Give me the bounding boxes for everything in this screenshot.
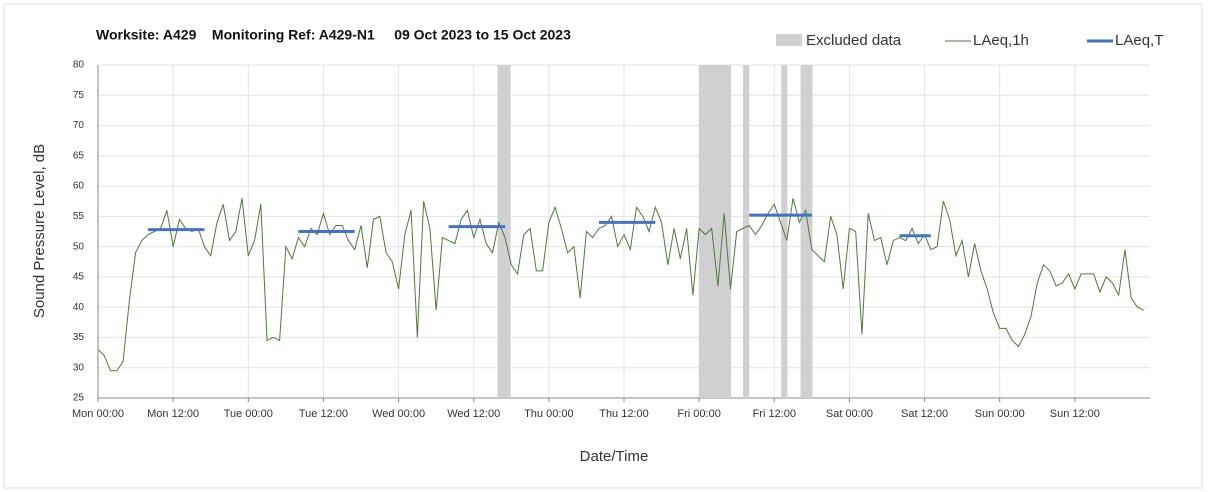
y-tick-label: 65 bbox=[73, 150, 85, 161]
chart-title: Worksite: A429 Monitoring Ref: A429-N1 0… bbox=[96, 27, 571, 43]
x-tick-label: Sat 00:00 bbox=[826, 408, 873, 420]
excluded-band bbox=[742, 65, 750, 398]
x-tick-label: Thu 12:00 bbox=[599, 408, 649, 420]
excluded-band bbox=[781, 65, 788, 398]
y-tick-label: 75 bbox=[73, 90, 85, 101]
frame bbox=[3, 3, 1203, 489]
y-tick-label: 60 bbox=[73, 181, 85, 192]
x-tick-label: Tue 12:00 bbox=[299, 408, 348, 420]
legend-label: LAeq,T bbox=[1115, 32, 1163, 49]
legend-swatch bbox=[776, 34, 802, 46]
y-tick-label: 45 bbox=[73, 272, 85, 283]
x-tick-label: Mon 12:00 bbox=[147, 408, 199, 420]
y-tick-label: 55 bbox=[73, 211, 85, 222]
legend-label: Excluded data bbox=[806, 32, 902, 49]
x-tick-label: Wed 00:00 bbox=[372, 408, 425, 420]
excluded-band bbox=[699, 65, 732, 398]
x-axis-label: Date/Time bbox=[580, 448, 649, 465]
x-tick-label: Fri 12:00 bbox=[753, 408, 796, 420]
line-series bbox=[97, 198, 1144, 372]
y-tick-label: 70 bbox=[73, 120, 85, 131]
x-tick-label: Wed 12:00 bbox=[447, 408, 500, 420]
x-tick-label: Sun 00:00 bbox=[975, 408, 1025, 420]
x-tick-label: Thu 00:00 bbox=[524, 408, 574, 420]
y-tick-label: 35 bbox=[73, 332, 85, 343]
x-tick-label: Sun 12:00 bbox=[1050, 408, 1100, 420]
excluded-band bbox=[800, 65, 813, 398]
x-tick-label: Mon 00:00 bbox=[72, 408, 124, 420]
y-tick-label: 25 bbox=[73, 393, 85, 404]
y-tick-label: 40 bbox=[73, 302, 85, 313]
x-tick-label: Tue 00:00 bbox=[224, 408, 273, 420]
y-axis-label: Sound Pressure Level, dB bbox=[31, 144, 48, 318]
x-tick-label: Fri 00:00 bbox=[677, 408, 720, 420]
y-tick-label: 80 bbox=[73, 60, 85, 71]
excluded-band bbox=[497, 65, 511, 398]
legend-label: LAeq,1h bbox=[973, 32, 1029, 49]
y-tick-label: 30 bbox=[73, 362, 85, 373]
x-tick-label: Sat 12:00 bbox=[901, 408, 948, 420]
y-tick-label: 50 bbox=[73, 241, 85, 252]
